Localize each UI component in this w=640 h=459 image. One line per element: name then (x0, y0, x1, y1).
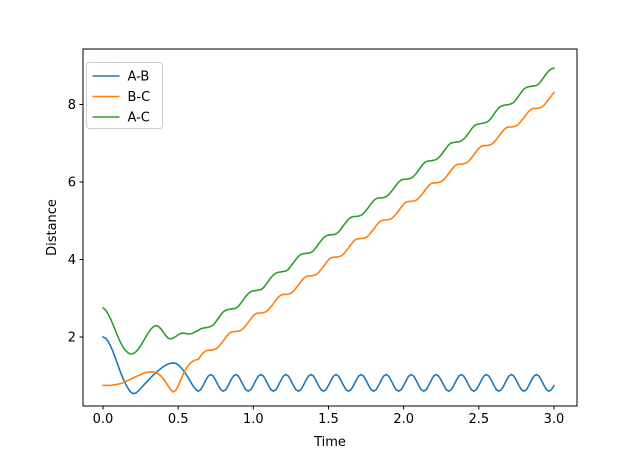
axes-spines (82, 48, 578, 407)
x-tick-label: 0.5 (168, 412, 189, 427)
x-tick-label: 2.5 (468, 412, 489, 427)
legend-label: B-C (128, 90, 151, 105)
series-line-a-b (102, 336, 555, 395)
x-tick-label: 1.0 (243, 412, 264, 427)
legend-frame (86, 62, 163, 129)
y-axis-label: Distance (45, 199, 60, 256)
x-tick-label: 1.5 (318, 412, 339, 427)
x-axis-label: Time (313, 435, 346, 450)
legend-label: A-C (128, 111, 150, 126)
y-tick-label: 6 (68, 175, 76, 190)
y-tick-label: 2 (68, 330, 76, 345)
x-tick-label: 3.0 (544, 412, 565, 427)
y-tick-label: 8 (68, 98, 76, 113)
series-line-a-c (102, 67, 555, 355)
x-tick-label: 0.0 (93, 412, 114, 427)
legend-label: A-B (128, 70, 150, 85)
series-line-b-c (102, 91, 555, 393)
series-layer (102, 67, 555, 395)
x-tick-label: 2.0 (393, 412, 414, 427)
legend: A-B B-C A-C (86, 62, 163, 129)
y-tick-label: 4 (68, 253, 76, 268)
ticks-layer: 0.0 0.5 1.0 1.5 2.0 2.5 3.0 2 4 6 8 (68, 98, 565, 427)
